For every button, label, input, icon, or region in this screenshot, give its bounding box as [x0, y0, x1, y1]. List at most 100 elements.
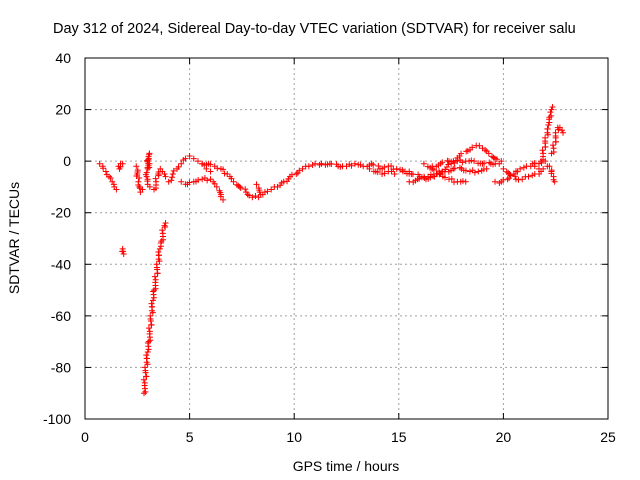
data-point-mid-6 [366, 165, 373, 172]
data-point-plunge [140, 376, 147, 383]
x-tick-label: 25 [600, 429, 616, 445]
data-point-mid-1 [169, 174, 176, 181]
data-point-early-3 [139, 186, 146, 193]
data-point-late-4 [448, 175, 455, 182]
data-point-mid-1 [207, 168, 214, 175]
data-point-mid-5 [328, 160, 335, 167]
data-point-late-6 [512, 176, 519, 183]
data-point-late-5 [492, 178, 499, 185]
data-point-isolated [119, 248, 126, 255]
data-point-mid-3 [249, 194, 256, 201]
data-point-mid-4 [256, 189, 263, 196]
data-point-mid-5 [357, 161, 364, 168]
x-tick-label: 15 [391, 429, 407, 445]
data-point-mid-4 [264, 188, 271, 195]
data-point-spike [540, 150, 547, 157]
data-point-late-6 [529, 172, 536, 179]
data-point-late-3 [496, 160, 503, 167]
y-tick-label: 20 [55, 102, 71, 118]
data-point-mid-2 [204, 177, 211, 184]
data-point-spike [547, 109, 554, 116]
data-point-mid-4 [280, 178, 287, 185]
data-point-early-5 [162, 173, 169, 180]
data-point-plunge [153, 261, 160, 268]
data-point-plunge [161, 222, 168, 229]
data-point-late-6 [525, 173, 532, 180]
data-point-late-2 [482, 146, 489, 153]
data-point-late-1 [483, 165, 490, 172]
data-point-late-tail [552, 129, 559, 136]
data-point-mid-1 [168, 177, 175, 184]
data-point-mid-4 [299, 165, 306, 172]
data-point-mid-2 [195, 177, 202, 184]
chart-title: Day 312 of 2024, Sidereal Day-to-day VTE… [53, 21, 576, 37]
data-point-mid-5 [388, 162, 395, 169]
data-point-late-4 [430, 166, 437, 173]
data-point-mid-3 [242, 186, 249, 193]
data-point-mid-5 [370, 161, 377, 168]
data-point-late-tail [560, 129, 567, 136]
y-tick-label: -80 [51, 359, 71, 375]
data-point-late-6 [519, 176, 526, 183]
data-point-late-drop [548, 170, 555, 177]
data-point-early-1 [102, 168, 109, 175]
data-point-early-5 [152, 175, 159, 182]
data-point-late-4 [442, 174, 449, 181]
data-point-late-5 [500, 176, 507, 183]
data-point-late-1 [462, 167, 469, 174]
y-tick-label: -40 [51, 256, 71, 272]
data-point-mid-3 [246, 192, 253, 199]
data-point-late-6 [512, 173, 519, 180]
data-point-late-5 [517, 165, 524, 172]
data-point-plunge [148, 300, 155, 307]
data-point-mid-4 [257, 191, 264, 198]
data-point-spike [545, 122, 552, 129]
data-point-plunge [145, 338, 152, 345]
x-tick-label: 0 [81, 429, 89, 445]
data-point-mid-6 [388, 168, 395, 175]
data-point-spike [548, 112, 555, 119]
data-point-late-tail [550, 145, 557, 152]
data-point-spike [539, 147, 546, 154]
data-point-plunge [151, 273, 158, 280]
data-point-late-mid [531, 163, 538, 170]
data-point-late-3 [471, 158, 478, 165]
data-point-early-1 [107, 174, 114, 181]
data-point-mid-3 [244, 191, 251, 198]
y-tick-label: -20 [51, 205, 71, 221]
data-point-early-1 [96, 160, 103, 167]
data-point-late-1 [409, 171, 416, 178]
data-point-spike [549, 103, 556, 110]
data-point-late-2 [490, 154, 497, 161]
data-point-mid-6 [391, 171, 398, 178]
data-point-late-1 [456, 164, 463, 171]
data-point-late-3 [459, 159, 466, 166]
y-tick-label: 40 [55, 50, 71, 66]
data-point-mid-1 [178, 160, 185, 167]
data-point-mid-6 [379, 171, 386, 178]
data-point-mid-4 [288, 171, 295, 178]
data-point-early-1 [100, 165, 107, 172]
data-point-mid-1 [175, 163, 182, 170]
data-point-mid-2 [207, 176, 214, 183]
data-point-late-4 [420, 160, 427, 167]
data-point-isolated [120, 250, 127, 257]
data-point-late-2 [485, 150, 492, 157]
data-point-plunge [147, 312, 154, 319]
data-point-spike [548, 106, 555, 113]
data-point-late-tail [549, 142, 556, 149]
x-axis-label: GPS time / hours [293, 458, 400, 474]
data-point-mid-3 [224, 171, 231, 178]
data-point-early-2 [116, 165, 123, 172]
data-point-mid-2 [186, 179, 193, 186]
data-point-mid-5 [375, 162, 382, 169]
data-point-late-2 [416, 175, 423, 182]
data-point-late-tail [558, 127, 565, 134]
data-point-late-4 [462, 178, 469, 185]
data-point-mid-3 [230, 178, 237, 185]
data-point-early-3 [136, 185, 143, 192]
data-point-late-mid [544, 163, 551, 170]
data-point-late-2 [443, 163, 450, 170]
data-points [96, 103, 567, 397]
